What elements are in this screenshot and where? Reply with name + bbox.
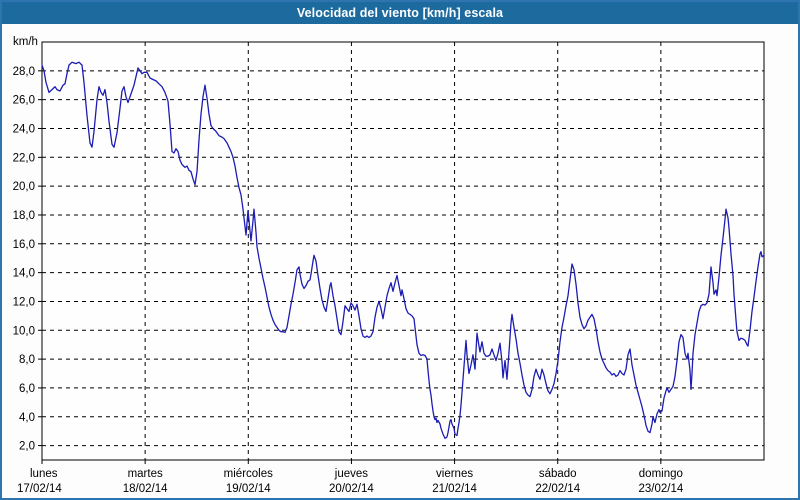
chart-region: km/h 28,0 26,0 24,0 22,0 20,0 18,0 16,0 14,0 12,… xyxy=(2,24,798,498)
y-tick-label: 28,0 xyxy=(13,66,35,78)
y-tick-label: 14,0 xyxy=(13,268,35,280)
y-tick-label: 12,0 xyxy=(13,296,35,308)
y-tick-label: 10,0 xyxy=(13,325,35,337)
day-date-label: 18/02/14 xyxy=(123,483,168,495)
y-tick-label: 6,0 xyxy=(19,383,35,395)
day-date-label: 20/02/14 xyxy=(329,483,374,495)
day-name-label: lunes xyxy=(30,468,58,480)
day-date-label: 19/02/14 xyxy=(226,483,271,495)
window-title-bar: Velocidad del viento [km/h] escala xyxy=(2,2,798,24)
y-tick-label: 4,0 xyxy=(19,412,35,424)
y-tick-label: 20,0 xyxy=(13,181,35,193)
day-name-label: miércoles xyxy=(224,468,273,480)
y-axis-unit-label: km/h xyxy=(13,36,38,48)
day-name-label: martes xyxy=(128,468,163,480)
y-tick-label: 16,0 xyxy=(13,239,35,251)
y-tick-label: 24,0 xyxy=(13,123,35,135)
day-name-label: viernes xyxy=(436,468,473,480)
wind-speed-line xyxy=(41,61,765,440)
y-tick-label: 22,0 xyxy=(13,152,35,164)
y-tick-label: 8,0 xyxy=(19,354,35,366)
plot-border xyxy=(41,41,765,461)
y-tick-label: 2,0 xyxy=(19,441,35,453)
wind-speed-chart: 28,0 26,0 24,0 22,0 20,0 18,0 16,0 14,0 12,0 10,0… xyxy=(13,41,765,495)
page-title: Velocidad del viento [km/h] escala xyxy=(296,6,504,20)
day-name-label: jueves xyxy=(334,468,368,480)
y-tick-label: 26,0 xyxy=(13,95,35,107)
day-date-label: 17/02/14 xyxy=(17,483,62,495)
day-name-label: domingo xyxy=(639,468,683,480)
day-date-label: 23/02/14 xyxy=(638,483,683,495)
y-tick-label: 18,0 xyxy=(13,210,35,222)
day-name-label: sábado xyxy=(539,468,577,480)
day-date-label: 21/02/14 xyxy=(432,483,477,495)
day-date-label: 22/02/14 xyxy=(535,483,580,495)
